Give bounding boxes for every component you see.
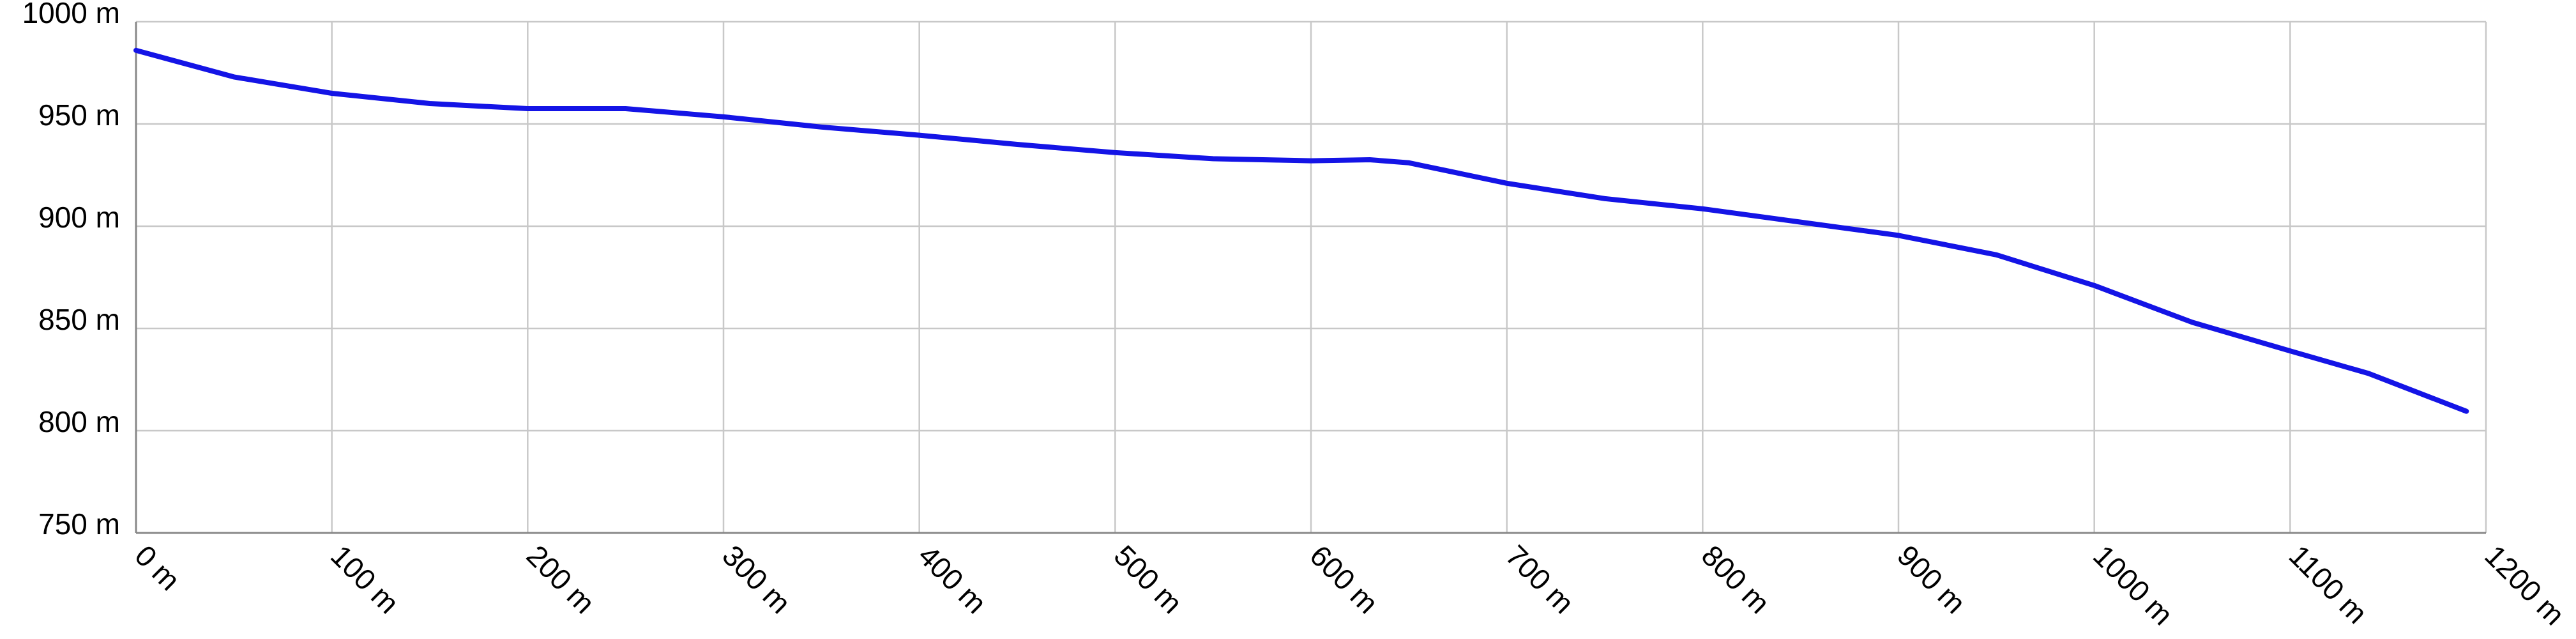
y-tick-label: 800 m: [38, 405, 120, 438]
x-tick-label: 400 m: [912, 539, 993, 620]
x-tick-label: 700 m: [1499, 539, 1580, 620]
x-tick-label: 0 m: [128, 539, 186, 597]
x-tick-label: 1000 m: [2087, 539, 2179, 631]
y-tick-label: 950 m: [38, 98, 120, 132]
x-tick-label: 800 m: [1695, 539, 1777, 620]
y-tick-label: 750 m: [38, 507, 120, 541]
x-tick-label: 100 m: [324, 539, 405, 620]
y-tick-label: 1000 m: [22, 0, 120, 29]
x-tick-label: 1200 m: [2478, 539, 2571, 631]
x-tick-label: 600 m: [1303, 539, 1384, 620]
x-tick-label: 900 m: [1891, 539, 1972, 620]
elevation-line: [133, 47, 2469, 414]
x-tick-label: 500 m: [1108, 539, 1189, 620]
y-tick-label: 900 m: [38, 201, 120, 234]
x-tick-label: 300 m: [716, 539, 797, 620]
x-tick-label: 200 m: [520, 539, 602, 620]
x-tick-label: 1100 m: [2283, 539, 2374, 630]
y-tick-label: 850 m: [38, 303, 120, 336]
